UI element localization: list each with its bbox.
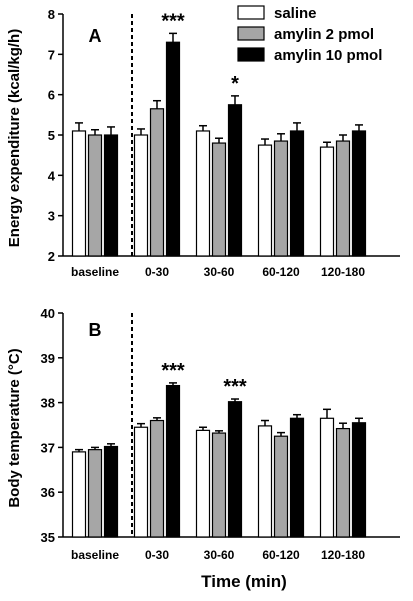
legend-swatch bbox=[237, 47, 265, 62]
significance-annotation: *** bbox=[161, 360, 185, 382]
panel-label: B bbox=[89, 320, 102, 340]
bar-saline bbox=[195, 130, 211, 257]
y-tick-label: 35 bbox=[41, 530, 55, 545]
bar-amylin-10-pmol bbox=[289, 130, 305, 257]
y-tick-label: 38 bbox=[41, 396, 55, 411]
y-tick-label: 6 bbox=[48, 88, 55, 103]
bar-saline bbox=[71, 130, 87, 257]
x-tick-label: baseline bbox=[71, 265, 119, 279]
x-tick-label: 60-120 bbox=[262, 548, 300, 562]
x-tick-label: 60-120 bbox=[262, 265, 300, 279]
panel-a-energy-expenditure: 2 3 4 5 6 7 8 Energy expenditure (kcal/kg/h) Aba… bbox=[6, 7, 400, 279]
bar-amylin-2-pmol bbox=[335, 427, 351, 538]
x-tick-label: 30-60 bbox=[204, 265, 235, 279]
y-tick-label: 37 bbox=[41, 440, 55, 455]
significance-annotation: *** bbox=[223, 376, 247, 398]
legend-swatch bbox=[237, 5, 265, 20]
panel-label: A bbox=[89, 26, 102, 46]
bar-amylin-2-pmol bbox=[211, 432, 227, 538]
y-tick-label: 40 bbox=[41, 306, 55, 321]
x-tick-label: 0-30 bbox=[145, 548, 169, 562]
bar-amylin-10-pmol bbox=[289, 417, 305, 538]
y-tick-label: 3 bbox=[48, 209, 55, 224]
y-tick-label: 4 bbox=[48, 168, 56, 183]
x-axis-title: Time (min) bbox=[201, 572, 287, 591]
x-tick-label: 0-30 bbox=[145, 265, 169, 279]
bar-amylin-2-pmol bbox=[211, 142, 227, 257]
legend-swatch bbox=[237, 26, 265, 41]
bar-saline bbox=[319, 417, 335, 538]
significance-annotation: * bbox=[231, 73, 239, 95]
bar-amylin-10-pmol bbox=[103, 134, 119, 257]
x-tick-label: baseline bbox=[71, 548, 119, 562]
legend: saline amylin 2 pmol amylin 10 pmol bbox=[237, 5, 382, 64]
bar-saline bbox=[319, 146, 335, 257]
bar-saline bbox=[257, 144, 273, 257]
bar-amylin-10-pmol bbox=[165, 384, 181, 538]
y-tick-label: 5 bbox=[48, 128, 55, 143]
bar-amylin-10-pmol bbox=[165, 41, 181, 257]
legend-label: amylin 10 pmol bbox=[274, 47, 382, 64]
bar-saline bbox=[133, 426, 149, 538]
y-tick-label: 36 bbox=[41, 485, 55, 500]
bar-amylin-2-pmol bbox=[273, 435, 289, 538]
bar-amylin-2-pmol bbox=[149, 108, 165, 257]
y-tick-label: 8 bbox=[48, 7, 55, 22]
bar-amylin-2-pmol bbox=[87, 134, 103, 257]
x-tick-label: 120-180 bbox=[321, 265, 365, 279]
legend-label: saline bbox=[274, 5, 317, 22]
bar-amylin-10-pmol bbox=[351, 130, 367, 257]
bar-amylin-2-pmol bbox=[273, 140, 289, 257]
y-tick-label: 2 bbox=[48, 249, 55, 264]
x-tick-label: 120-180 bbox=[321, 548, 365, 562]
x-tick-label: 30-60 bbox=[204, 548, 235, 562]
legend-label: amylin 2 pmol bbox=[274, 26, 374, 43]
panel-b-body-temperature: 35 36 37 38 39 40 Body temperature (°C) Bbaseli… bbox=[6, 306, 400, 562]
bar-saline bbox=[257, 425, 273, 538]
y-tick-label: 39 bbox=[41, 351, 55, 366]
bar-amylin-10-pmol bbox=[103, 445, 119, 538]
y-axis-title: Body temperature (°C) bbox=[6, 348, 23, 507]
bar-amylin-2-pmol bbox=[87, 449, 103, 538]
y-axis-title: Energy expenditure (kcal/kg/h) bbox=[6, 29, 23, 247]
bar-amylin-2-pmol bbox=[335, 140, 351, 257]
y-tick-label: 7 bbox=[48, 47, 55, 62]
bar-saline bbox=[71, 451, 87, 538]
bar-amylin-10-pmol bbox=[227, 401, 243, 538]
bar-amylin-2-pmol bbox=[149, 419, 165, 538]
bar-saline bbox=[195, 429, 211, 538]
bar-amylin-10-pmol bbox=[227, 104, 243, 257]
significance-annotation: *** bbox=[161, 10, 185, 32]
bar-amylin-10-pmol bbox=[351, 422, 367, 538]
bar-saline bbox=[133, 134, 149, 257]
